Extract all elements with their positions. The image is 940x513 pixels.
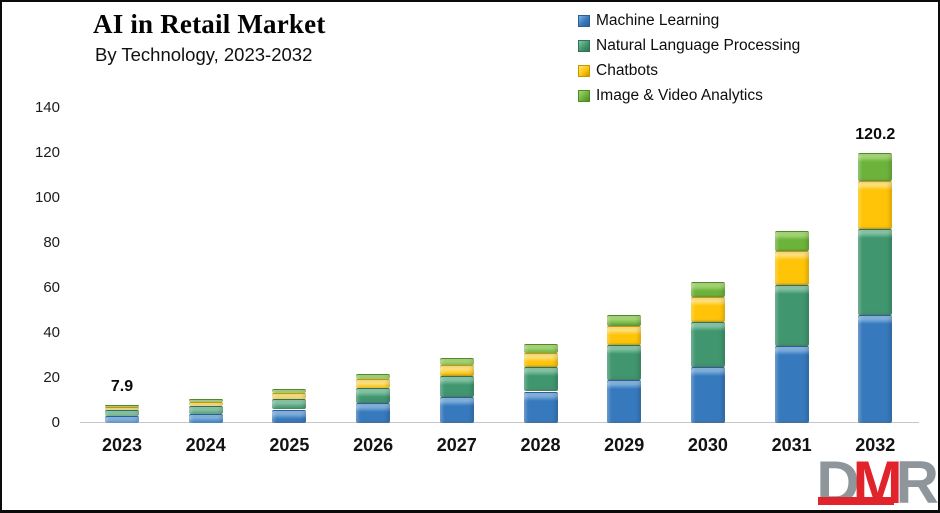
bar-2029-segment-chatbots [607, 326, 642, 346]
legend-item-natural-language-processing: Natural Language Processing [578, 33, 800, 58]
legend-swatch-machine-learning-icon [578, 14, 590, 27]
bar-2028-segment-natural-language-processing [523, 366, 558, 392]
bar-2026-segment-machine-learning [356, 403, 391, 423]
bar-2026-segment-natural-language-processing [356, 387, 391, 404]
logo-letter-r: R [895, 449, 938, 513]
x-axis-label-2027: 2027 [436, 435, 477, 455]
y-axis-tick-140: 140 [34, 99, 60, 116]
bar-2025-segment-chatbots [272, 392, 307, 399]
x-axis-label-2030: 2030 [687, 435, 728, 455]
bar-2023-segment-machine-learning [105, 415, 139, 423]
x-axis-label-2032: 2032 [855, 435, 896, 455]
bar-2032-segment-natural-language-processing [858, 228, 893, 315]
x-axis-label-2024: 2024 [185, 435, 226, 455]
dmr-logo: DMR [816, 453, 938, 511]
legend: Machine Learning Natural Language Process… [578, 8, 800, 108]
bar-2032-segment-chatbots [858, 181, 893, 229]
x-axis-line [80, 422, 919, 423]
bar-2024-segment-natural-language-processing [188, 405, 223, 414]
bar-2030-segment-chatbots [690, 297, 725, 322]
bar-2023-segment-chatbots [105, 407, 139, 411]
x-axis-label-2026: 2026 [353, 435, 394, 455]
legend-item-machine-learning: Machine Learning [578, 8, 800, 33]
legend-swatch-image-video-analytics-icon [578, 89, 590, 102]
x-axis-label-2028: 2028 [520, 435, 561, 455]
bar-2029-segment-image-video-analytics [607, 315, 642, 327]
bar-2029-segment-machine-learning [607, 379, 642, 423]
bar-2032-segment-machine-learning [858, 314, 893, 423]
bar-2027-segment-machine-learning [439, 396, 474, 423]
bar-2024-segment-image-video-analytics [188, 399, 223, 402]
bar-2031-segment-chatbots [774, 251, 809, 285]
bar-2027-segment-natural-language-processing [439, 376, 474, 397]
bar-2030-segment-natural-language-processing [690, 321, 725, 367]
y-axis-tick-60: 60 [43, 279, 60, 296]
legend-label: Chatbots [596, 61, 659, 79]
y-axis-tick-120: 120 [34, 144, 60, 161]
bar-2031-segment-machine-learning [774, 346, 809, 423]
bar-2028-segment-image-video-analytics [523, 344, 558, 353]
bar-2029-segment-natural-language-processing [607, 345, 642, 380]
chart-title: AI in Retail Market [93, 9, 326, 39]
bar-2024-segment-machine-learning [188, 413, 223, 423]
y-axis-tick-80: 80 [43, 234, 60, 251]
y-axis-tick-20: 20 [43, 369, 60, 386]
bar-2028-segment-machine-learning [523, 391, 558, 423]
bar-2031-segment-image-video-analytics [774, 230, 809, 252]
y-axis-tick-0: 0 [51, 414, 60, 431]
bar-2028-segment-chatbots [523, 352, 558, 367]
y-axis-tick-100: 100 [34, 189, 60, 206]
x-axis-label-2025: 2025 [269, 435, 310, 455]
bar-total-label-2032: 120.2 [855, 125, 896, 143]
bar-2026-segment-image-video-analytics [356, 373, 391, 380]
legend-swatch-chatbots-icon [578, 64, 590, 77]
bar-2030-segment-image-video-analytics [690, 282, 725, 298]
legend-item-chatbots: Chatbots [578, 58, 800, 83]
legend-swatch-natural-language-processing-icon [578, 39, 590, 52]
x-axis-label-2029: 2029 [604, 435, 645, 455]
bar-2027-segment-image-video-analytics [439, 357, 474, 365]
bar-2025-segment-image-video-analytics [272, 389, 307, 393]
legend-label: Natural Language Processing [596, 36, 801, 54]
bar-2032-segment-image-video-analytics [858, 152, 893, 182]
bar-2024-segment-chatbots [188, 401, 223, 406]
bar-2030-segment-machine-learning [690, 366, 725, 423]
legend-label: Image & Video Analytics [596, 86, 763, 104]
bar-2025-segment-natural-language-processing [272, 398, 307, 410]
bar-2026-segment-chatbots [356, 379, 391, 388]
bar-2027-segment-chatbots [439, 364, 474, 377]
bar-2025-segment-machine-learning [272, 409, 307, 423]
bar-total-label-2023: 7.9 [110, 378, 134, 396]
legend-item-image-video-analytics: Image & Video Analytics [578, 83, 800, 108]
x-axis-label-2031: 2031 [771, 435, 812, 455]
bar-2031-segment-natural-language-processing [774, 284, 809, 347]
x-axis-label-2023: 2023 [101, 435, 143, 455]
bar-2023-segment-natural-language-processing [105, 410, 139, 416]
legend-label: Machine Learning [596, 11, 720, 29]
y-axis-tick-40: 40 [43, 324, 60, 341]
logo-red-bar [818, 497, 895, 505]
bar-2023-segment-image-video-analytics [105, 405, 139, 408]
chart-subtitle: By Technology, 2023-2032 [95, 44, 313, 65]
